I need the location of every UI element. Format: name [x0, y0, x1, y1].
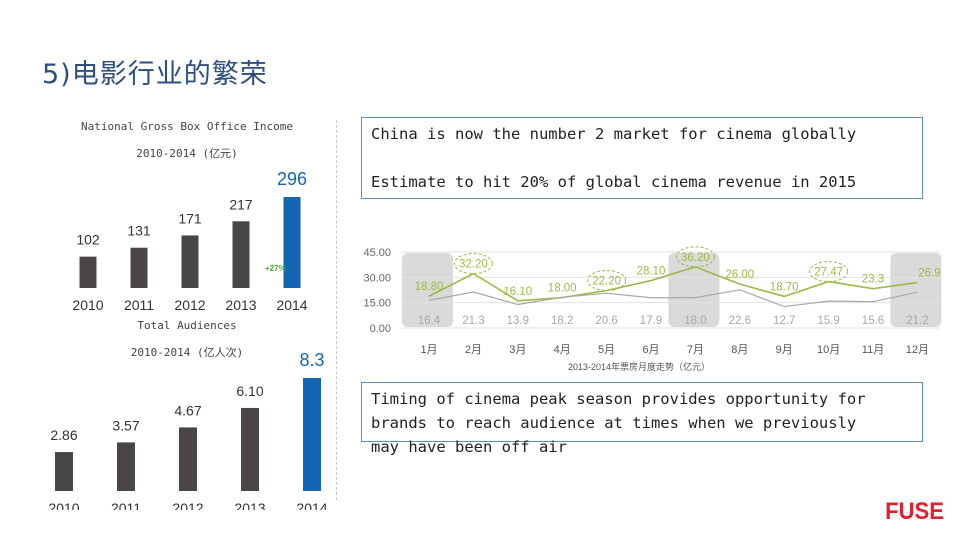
bar-2013 — [232, 221, 250, 288]
data-label: 16.10 — [503, 286, 532, 298]
slide-title: 5)电影行业的繁荣 — [42, 59, 268, 90]
data-label: 15.9 — [817, 315, 839, 327]
data-label: 28.10 — [637, 266, 666, 278]
data-label: 18.70 — [770, 281, 799, 293]
x-tick-label: 12月 — [906, 344, 929, 356]
category-label: 2010 — [72, 297, 103, 313]
x-tick-label: 1月 — [420, 344, 437, 356]
peak-month-highlight — [402, 253, 453, 327]
data-label: 15.6 — [862, 315, 884, 327]
bar-2012 — [181, 235, 199, 288]
value-label: 102 — [76, 232, 100, 248]
value-label: 3.57 — [112, 417, 139, 433]
box-office-chart-title: National Gross Box Office Income — [81, 120, 293, 133]
callout-market-position: China is now the number 2 market for cin… — [361, 117, 923, 199]
bar-2014 — [303, 378, 321, 491]
label-highlight-circle — [453, 253, 493, 275]
data-label: 32.20 — [459, 259, 488, 271]
category-label: 2012 — [174, 297, 205, 313]
bar-2012 — [179, 427, 197, 491]
data-label: 16.4 — [418, 315, 441, 327]
audience-chart-subtitle: 2010-2014 (亿人次) — [130, 346, 244, 359]
box-office-chart: 102 2010 131 2011 171 2012 217 2013 296 2014 +27% — [72, 169, 307, 313]
x-tick-label: 7月 — [687, 344, 704, 356]
value-label: 6.10 — [236, 383, 263, 399]
x-tick-label: 8月 — [731, 344, 748, 356]
value-label: 217 — [229, 196, 253, 212]
data-label: 21.3 — [462, 315, 484, 327]
value-label: 131 — [127, 223, 151, 239]
series-line — [428, 266, 918, 302]
data-label: 21.2 — [906, 315, 928, 327]
data-label: 18.00 — [548, 283, 577, 295]
callout-line: brands to reach audience at times when w… — [371, 414, 857, 432]
y-tick-label: 0.00 — [370, 323, 391, 335]
data-label: 13.9 — [507, 315, 529, 327]
callout-line: China is now the number 2 market for cin… — [371, 125, 857, 143]
x-tick-label: 9月 — [776, 344, 793, 356]
category-label: 2014 — [276, 297, 307, 313]
data-label: 18.2 — [551, 315, 573, 327]
fuse-logo: FUSE — [885, 498, 944, 525]
callout-line: Timing of cinema peak season provides op… — [371, 390, 866, 408]
data-label: 17.9 — [640, 315, 662, 327]
x-tick-label: 5月 — [598, 344, 615, 356]
bar-2014 — [283, 197, 301, 288]
data-label: 26.00 — [725, 269, 754, 281]
value-label: 4.67 — [174, 402, 201, 418]
growth-annotation: +27% — [265, 264, 286, 273]
category-label: 2011 — [111, 500, 141, 510]
category-label: 2013 — [234, 500, 265, 510]
data-label: 27.47 — [814, 267, 843, 279]
bar-2010 — [55, 452, 73, 491]
audience-chart: 2.86 2010 3.57 2011 4.67 2012 6.10 2013 8.3 2014 — [48, 350, 327, 510]
data-label: 36.20 — [681, 252, 710, 264]
bar-2011 — [130, 247, 148, 288]
data-label: 23.3 — [862, 274, 884, 286]
x-tick-label: 4月 — [554, 344, 571, 356]
y-tick-label: 15.00 — [363, 298, 391, 310]
data-label: 12.7 — [773, 315, 795, 327]
data-label: 18.80 — [415, 281, 444, 293]
category-label: 2011 — [124, 297, 154, 313]
data-label: 26.9 — [918, 268, 940, 280]
value-label: 8.3 — [299, 350, 324, 370]
label-highlight-circle — [809, 261, 849, 283]
category-label: 2013 — [225, 297, 256, 313]
bar-2010 — [79, 256, 97, 288]
value-label: 296 — [277, 169, 307, 189]
bar-2011 — [117, 442, 135, 491]
y-tick-label: 30.00 — [363, 272, 391, 284]
vertical-divider — [336, 120, 337, 500]
peak-month-highlight — [890, 253, 942, 327]
audience-chart-title: Total Audiences — [137, 319, 237, 332]
category-label: 2014 — [296, 500, 327, 510]
x-tick-label: 11月 — [862, 344, 884, 356]
x-tick-label: 2月 — [465, 344, 482, 356]
data-label: 20.6 — [595, 315, 617, 327]
bar-2013 — [241, 407, 259, 491]
value-label: 2.86 — [50, 427, 77, 443]
data-label: 22.20 — [592, 276, 621, 288]
value-label: 171 — [178, 210, 202, 226]
category-label: 2012 — [172, 500, 203, 510]
callout-line: Estimate to hit 20% of global cinema rev… — [371, 173, 857, 191]
x-tick-label: 6月 — [642, 344, 659, 356]
y-tick-label: 45.00 — [363, 247, 391, 259]
x-axis-title: 2013-2014年票房月度走势（亿元） — [568, 361, 710, 372]
x-tick-label: 3月 — [509, 344, 526, 356]
monthly-box-office-chart: 45.00 30.00 15.00 0.00 18.80 32.20 16.10 18.00 2… — [363, 246, 942, 372]
data-label: 18.0 — [684, 315, 706, 327]
x-tick-label: 10月 — [817, 344, 840, 356]
label-highlight-circle — [675, 246, 715, 268]
box-office-chart-subtitle: 2010-2014 (亿元) — [136, 147, 238, 160]
callout-peak-season: Timing of cinema peak season provides op… — [361, 382, 923, 456]
label-highlight-circle — [587, 270, 627, 292]
data-label: 22.6 — [729, 315, 751, 327]
callout-line: may have been off air — [371, 438, 567, 456]
category-label: 2010 — [48, 500, 79, 510]
series-line — [428, 289, 918, 308]
